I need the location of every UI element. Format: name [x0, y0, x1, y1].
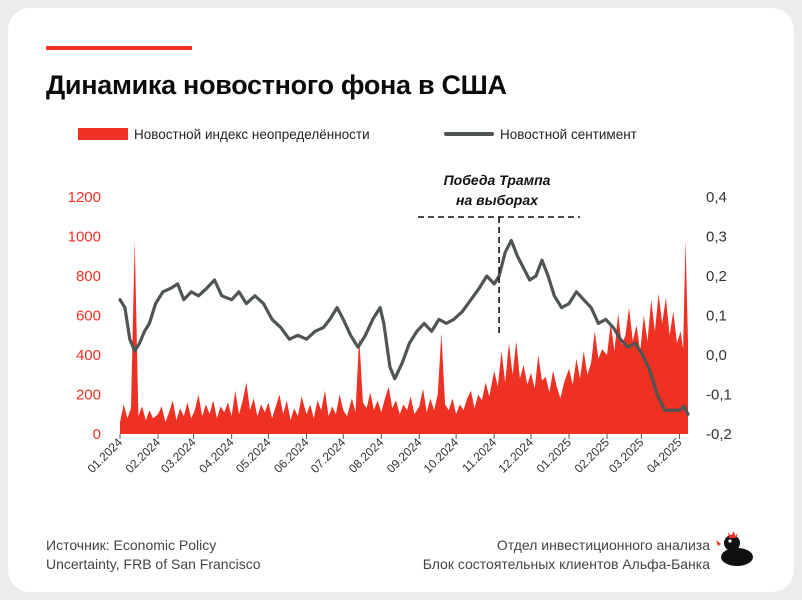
x-tick-label: 02.2025 [572, 435, 613, 476]
department-note: Отдел инвестиционного анализа Блок состо… [423, 536, 710, 574]
x-tick-label: 08.2024 [346, 435, 387, 476]
x-axis: 01.202402.202403.202404.202405.202406.20… [85, 434, 685, 476]
sentiment-line [118, 238, 690, 416]
x-tick-label: 06.2024 [271, 435, 312, 476]
legend-sentiment: Новостной сентимент [444, 124, 637, 144]
y-left-tick-label: 0 [93, 426, 101, 443]
legend-uncertainty-label: Новостной индекс неопределённости [134, 126, 370, 142]
x-tick-label: 07.2024 [308, 435, 349, 476]
y-left-tick-label: 800 [76, 268, 101, 285]
duck-logo-icon [716, 531, 753, 566]
y-left-tick-label: 400 [76, 347, 101, 364]
y-right-tick-label: 0,3 [706, 229, 727, 246]
x-tick-label: 12.2024 [496, 435, 537, 476]
x-tick-label: 03.2025 [606, 435, 647, 476]
y-left-tick-label: 1200 [68, 189, 101, 206]
event-label-line2: на выборах [456, 192, 539, 208]
x-tick-label: 02.2024 [123, 435, 164, 476]
dept-line-1: Отдел инвестиционного анализа [496, 537, 710, 553]
source-note: Источник: Economic Policy Uncertainty, F… [46, 536, 260, 574]
accent-bar [46, 46, 192, 50]
y-left-tick-label: 600 [76, 308, 101, 325]
x-tick-label: 04.2025 [644, 435, 685, 476]
legend-uncertainty: Новостной индекс неопределённости [78, 124, 370, 144]
y-axis-right: -0,2 -0,1 0,0 0,1 0,2 0,3 0,4 [706, 189, 732, 443]
x-tick-label: 04.2024 [196, 435, 237, 476]
x-tick-label: 01.2024 [85, 435, 126, 476]
dept-line-2: Блок состоятельных клиентов Альфа-Банка [422, 556, 710, 572]
source-line-1: Источник: Economic Policy [46, 537, 217, 553]
y-axis-left: 0 200 400 600 800 1000 1200 [68, 189, 101, 443]
uncertainty-area [120, 240, 688, 434]
x-tick-label: 05.2024 [233, 435, 274, 476]
chart-card [8, 8, 794, 592]
x-tick-label: 03.2024 [158, 435, 199, 476]
y-left-tick-label: 1000 [68, 229, 101, 246]
y-right-tick-label: 0,2 [706, 268, 727, 285]
legend-sentiment-label: Новостной сентимент [500, 126, 637, 142]
y-right-tick-label: 0,4 [706, 189, 727, 206]
x-tick-label: 10.2024 [421, 435, 462, 476]
source-line-2: Uncertainty, FRB of San Francisco [46, 556, 261, 572]
page-title: Динамика новостного фона в США [46, 70, 507, 100]
event-label-line1: Победа Трампа [444, 172, 551, 188]
y-left-tick-label: 200 [76, 387, 101, 404]
legend-sentiment-swatch [444, 132, 494, 136]
x-tick-label: 09.2024 [384, 435, 425, 476]
x-tick-label: 11.2024 [459, 435, 499, 475]
legend-uncertainty-swatch [78, 128, 128, 140]
x-tick-label: 01.2025 [534, 435, 575, 476]
y-right-tick-label: 0,1 [706, 308, 727, 325]
y-right-tick-label: -0,1 [706, 387, 732, 404]
y-right-tick-label: -0,2 [706, 426, 732, 443]
y-right-tick-label: 0,0 [706, 347, 727, 364]
